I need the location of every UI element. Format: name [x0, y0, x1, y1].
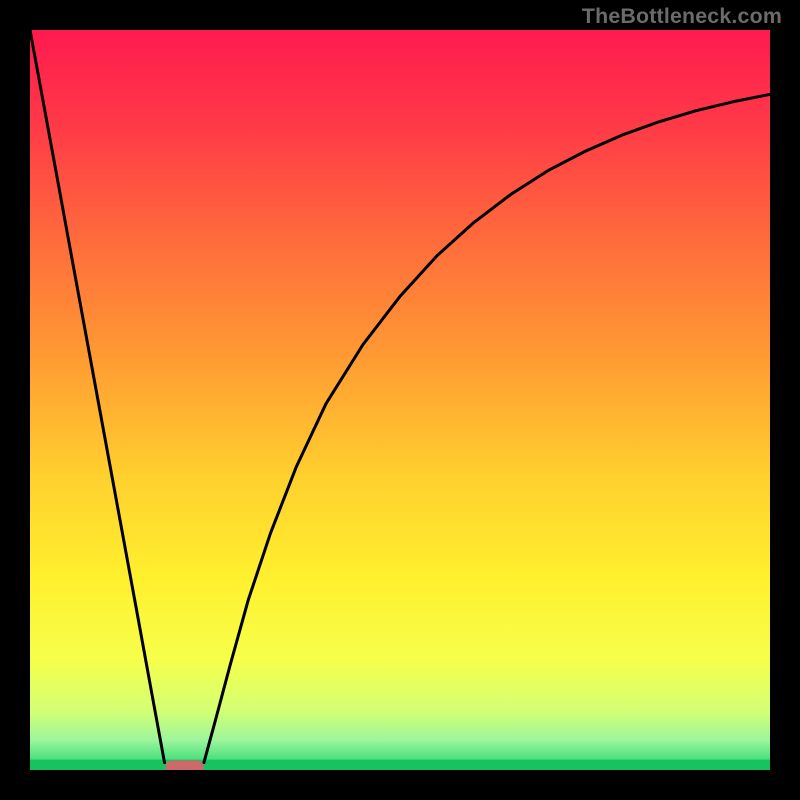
plot-area	[30, 30, 770, 770]
bottom-stripe	[30, 760, 770, 770]
bottleneck-marker	[165, 760, 203, 770]
gradient-background	[30, 30, 770, 770]
chart-container: TheBottleneck.com	[0, 0, 800, 800]
watermark-text: TheBottleneck.com	[582, 4, 782, 29]
chart-svg	[30, 30, 770, 770]
